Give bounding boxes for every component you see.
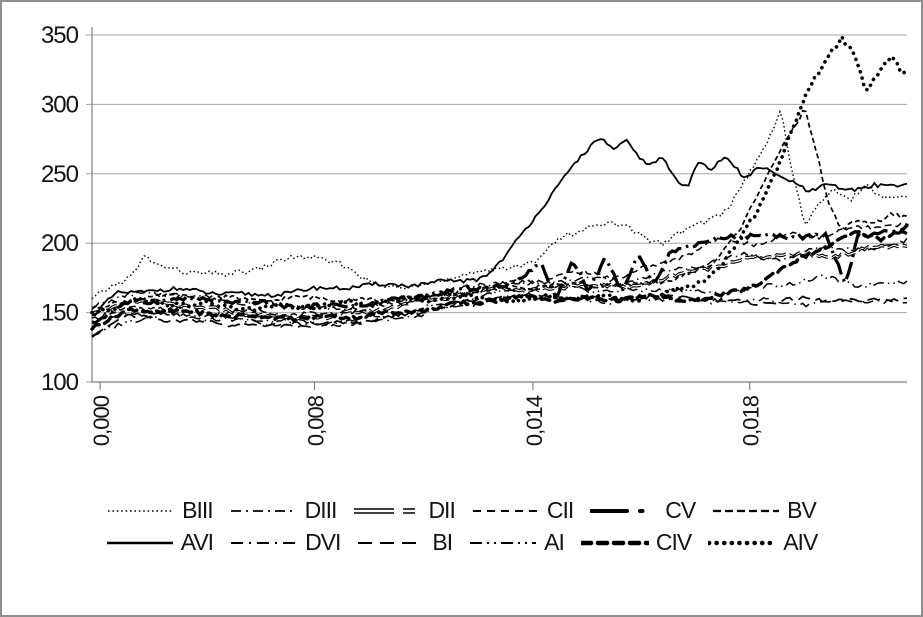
y-axis-tick-label: 300 [41,91,79,118]
legend-item-diii: DIII [230,499,337,522]
legend-item-biii: BIII [107,497,214,523]
x-axis-tick-label: 0,008 [303,395,328,446]
legend-label: AVI [180,529,214,555]
legend-label: BI [432,529,453,555]
legend-label: AI [544,529,565,555]
legend-swatch-small-dash-icon [713,509,780,512]
legend-item-aiv: AIV [708,529,818,555]
series-dvi-line [91,294,907,331]
legend-swatch-double-icon [354,507,421,514]
y-axis-tick-label: 250 [41,161,79,188]
axes [91,27,907,390]
legend-item-civ: CIV [580,529,692,555]
series-lines [90,32,909,338]
series-aiv-line [90,32,909,316]
legend-label: CV [665,497,696,523]
x-axis-tick-label: 0,018 [739,395,764,446]
legend-label: CII [546,497,574,523]
x-axis-labels: 0,000 0,008 0,014 0,018 [89,395,764,446]
series-bi-line [91,292,908,337]
legend-swatch-dash-dot-icon [230,509,297,512]
legend-item-dii: DII [353,497,456,523]
legend-label: BIII [182,497,214,523]
legend-swatch-dash-icon [472,509,539,512]
legend-swatch-long-dash-icon [358,541,425,544]
legend-swatch-thick-dash-icon [580,540,649,545]
legend-label: CIV [655,529,692,555]
series-dii-line [91,245,908,321]
y-axis-tick-label: 350 [41,22,79,49]
legend-label: DII [428,497,455,523]
legend-item-cii: CII [472,497,574,523]
chart-legend: BIII DIII DII CII CV BV AVI DVI BI AI CIV AIV [2,499,921,554]
legend-item-cv: CV [590,497,696,523]
series-cv-line [91,228,908,325]
x-axis-tick-label: 0,000 [89,395,114,446]
legend-swatch-dash-dot-dot-icon [470,541,537,544]
y-axis-tick-label: 150 [41,300,79,327]
legend-label: BV [787,497,817,523]
legend-item-bv: BV [712,497,817,523]
legend-row: BIII DIII DII CII CV BV [107,497,817,523]
y-axis-labels: 100 150 200 250 300 350 [41,22,80,396]
gridlines [86,34,907,383]
legend-row: AVI DVI BI AI CIV AIV [106,531,818,554]
legend-item-avi: AVI [106,529,214,555]
series-cii-line [91,222,908,321]
x-axis-tick-label: 0,014 [522,395,547,446]
y-axis-tick-label: 200 [41,230,79,257]
legend-swatch-dash-dot2-icon [231,541,298,544]
legend-item-bi: BI [357,529,453,555]
legend-label: AIV [783,529,818,555]
legend-swatch-thick-dot-icon [708,540,777,545]
line-chart: 100 150 200 250 300 350 0,000 0,008 0,014 0,018 [41,22,909,446]
legend-label: DIII [304,497,338,523]
legend-swatch-fine-dot-icon [108,509,175,512]
y-axis-tick-label: 100 [41,369,79,396]
series-avi-line [91,138,908,317]
legend-swatch-solid-icon [106,541,173,544]
legend-item-ai: AI [469,529,565,555]
series-bv-line [91,109,908,311]
legend-swatch-thick-dashdot-icon [590,508,659,513]
legend-item-dvi: DVI [230,529,341,555]
legend-label: DVI [305,529,341,555]
series-biii-line [91,109,908,300]
series-civ-line [90,223,909,331]
